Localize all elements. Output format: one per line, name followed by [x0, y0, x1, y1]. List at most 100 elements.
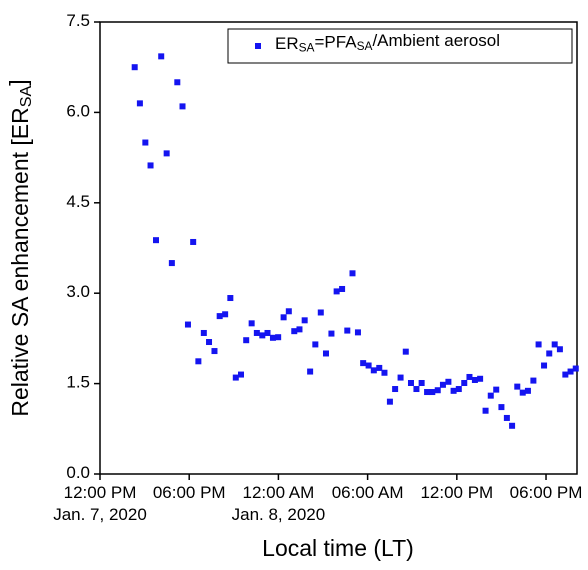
data-point [312, 341, 319, 348]
data-point [275, 334, 282, 341]
data-point [237, 371, 244, 378]
data-point [333, 288, 340, 295]
x-tick-label: 12:00 AM [242, 483, 314, 502]
data-point [455, 386, 462, 393]
data-point [439, 381, 446, 388]
data-point [365, 362, 372, 369]
data-point [572, 365, 579, 372]
data-point [471, 376, 478, 383]
data-point [147, 162, 154, 169]
data-point [222, 311, 229, 318]
data-point [445, 378, 452, 385]
data-point [530, 377, 537, 384]
data-point [206, 339, 213, 346]
x-tick-label: 06:00 PM [153, 483, 226, 502]
data-point [184, 321, 191, 328]
data-point [546, 350, 553, 357]
x-tick-label: 12:00 PM [64, 483, 137, 502]
data-point [482, 407, 489, 414]
data-point [349, 270, 356, 277]
y-tick-label: 3.0 [66, 283, 90, 302]
data-point [381, 369, 388, 376]
data-point [190, 238, 197, 245]
data-point [429, 389, 436, 396]
data-point [227, 295, 234, 302]
y-axis-label: Relative SA enhancement [ERSA] [5, 79, 35, 416]
data-point [392, 386, 399, 393]
data-point [386, 398, 393, 405]
data-point [397, 374, 404, 381]
data-point [280, 314, 287, 321]
data-point [322, 350, 329, 357]
y-tick-label: 1.5 [66, 373, 90, 392]
data-point [259, 332, 266, 339]
data-point [253, 329, 260, 336]
data-point [450, 387, 457, 394]
data-point [174, 79, 181, 86]
data-point [551, 341, 558, 348]
data-point [407, 379, 414, 386]
x-tick-label: 06:00 AM [332, 483, 404, 502]
data-point [264, 329, 271, 336]
data-point [509, 422, 516, 429]
data-point [466, 373, 473, 380]
data-point [136, 100, 143, 107]
data-point [413, 386, 420, 393]
data-point [514, 383, 521, 390]
data-point [418, 379, 425, 386]
data-point [131, 64, 138, 71]
x-tick-label: 06:00 PM [510, 483, 583, 502]
data-point [402, 348, 409, 355]
data-point [434, 387, 441, 394]
data-point [153, 237, 160, 244]
data-point [339, 285, 346, 292]
data-point [535, 341, 542, 348]
x-tick-label: 12:00 PM [420, 483, 493, 502]
data-point [556, 346, 563, 353]
data-point [248, 320, 255, 327]
data-point [567, 368, 574, 375]
data-point [307, 368, 314, 375]
x-axis-label: Local time (LT) [262, 535, 414, 561]
y-tick-label: 6.0 [66, 102, 90, 121]
data-point [158, 53, 165, 60]
data-point [317, 309, 324, 316]
data-point [200, 329, 207, 336]
data-point [179, 103, 186, 110]
data-point [503, 414, 510, 421]
legend-box [227, 28, 573, 64]
x-date-label: Jan. 8, 2020 [232, 505, 326, 524]
data-point [296, 326, 303, 333]
data-point [243, 337, 250, 344]
data-point [216, 313, 223, 320]
data-point [232, 374, 239, 381]
y-tick-label: 0.0 [66, 463, 90, 482]
data-point [354, 329, 361, 336]
data-point [168, 260, 175, 267]
data-point [328, 330, 335, 337]
data-point [195, 358, 202, 365]
data-point [344, 327, 351, 334]
data-point [163, 150, 170, 157]
legend-label: ERSA=PFASA/Ambient aerosol [275, 31, 500, 54]
data-point [524, 387, 531, 394]
data-point [541, 362, 548, 369]
data-point [269, 334, 276, 341]
data-point [424, 389, 431, 396]
data-point [562, 371, 569, 378]
x-date-label: Jan. 7, 2020 [53, 505, 147, 524]
data-point [376, 364, 383, 371]
legend-marker [255, 43, 261, 49]
data-point [291, 328, 298, 335]
data-point [519, 389, 526, 396]
data-point [285, 308, 292, 315]
data-point [493, 386, 500, 393]
data-point [477, 375, 484, 382]
y-tick-label: 4.5 [66, 192, 90, 211]
data-point [142, 139, 149, 146]
plot-frame [99, 21, 578, 475]
data-point [360, 360, 367, 367]
data-point [487, 392, 494, 399]
